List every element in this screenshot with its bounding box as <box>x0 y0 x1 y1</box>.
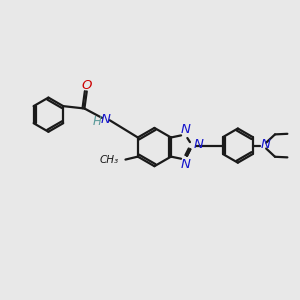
Text: N: N <box>101 113 111 126</box>
Text: N: N <box>181 158 190 171</box>
Text: N: N <box>194 139 204 152</box>
Text: N: N <box>181 123 190 136</box>
Text: H: H <box>92 115 101 128</box>
Text: CH₃: CH₃ <box>100 155 119 165</box>
Text: O: O <box>82 79 92 92</box>
Text: N: N <box>261 139 271 152</box>
